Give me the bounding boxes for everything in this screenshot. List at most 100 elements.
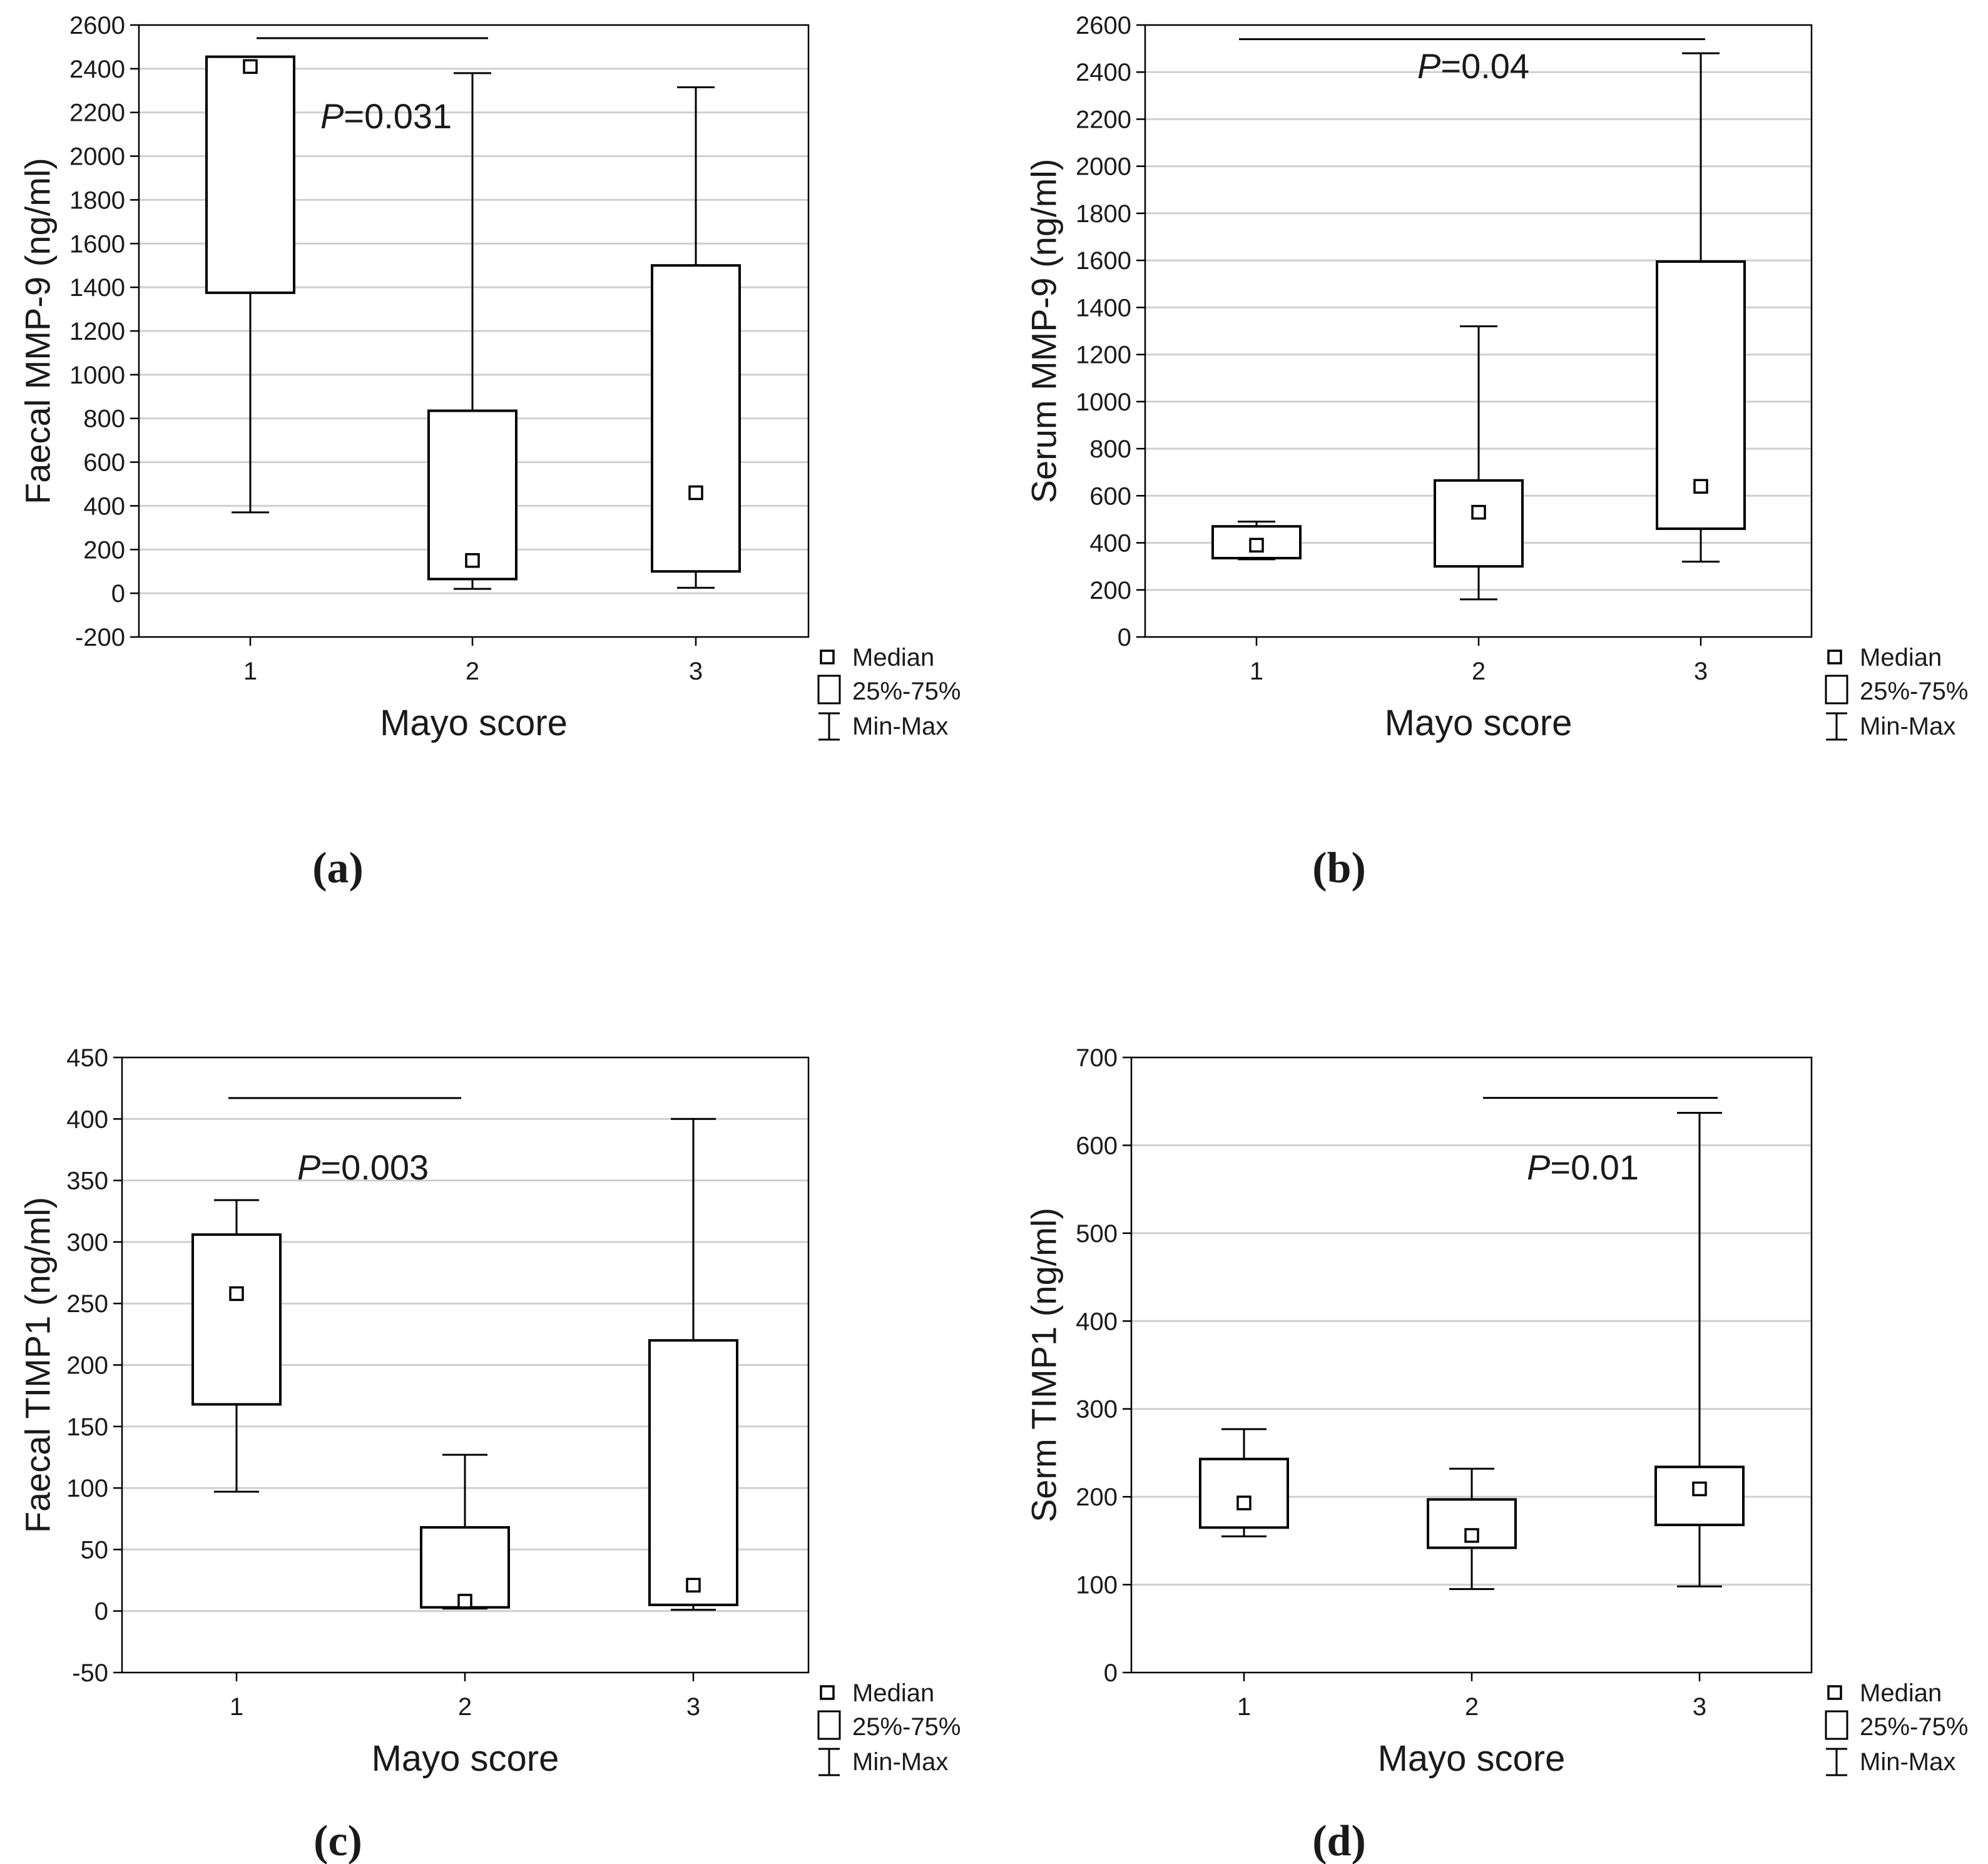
legend: Median 25%-75% Min-Max	[817, 644, 961, 741]
p-value-symbol: P	[1527, 1148, 1550, 1187]
legend-median-label: Median	[852, 1679, 934, 1707]
median-marker	[229, 1286, 244, 1301]
y-tick-label: 0	[94, 1598, 108, 1626]
y-tick-label: -50	[72, 1659, 108, 1687]
y-tick-label: 1000	[1076, 389, 1131, 416]
iqr-box	[427, 409, 517, 581]
y-tick-label: 2400	[69, 56, 125, 83]
box-plot-group	[1211, 521, 1302, 561]
median-marker	[1464, 1528, 1479, 1543]
median-marker	[1471, 504, 1486, 520]
p-value-label: P=0.01	[1527, 1148, 1639, 1187]
p-value-symbol: P	[320, 96, 344, 136]
y-tick-label: 2400	[1076, 59, 1131, 86]
y-axis-title: Serm TIMP1 (ng/ml)	[1024, 1208, 1064, 1522]
box-plot-group	[651, 86, 741, 589]
y-tick-label: 150	[66, 1413, 108, 1441]
y-tick-label: 1200	[1076, 342, 1131, 369]
median-marker	[1236, 1495, 1251, 1510]
box-plot-group	[205, 55, 295, 514]
y-tick-label: 500	[1076, 1220, 1118, 1248]
x-axis-title: Mayo score	[372, 1738, 559, 1779]
y-axis-title: Faecal TIMP1 (ng/ml)	[18, 1197, 58, 1533]
median-marker	[1693, 479, 1708, 494]
y-tick-label: 2200	[1076, 106, 1131, 133]
iqr-box	[205, 55, 295, 294]
median-marker	[465, 553, 480, 568]
panel-label: (a)	[312, 844, 364, 892]
x-axis-title: Mayo score	[1385, 703, 1573, 743]
legend-median-symbol	[1827, 649, 1842, 665]
legend-iqr-symbol	[817, 1710, 841, 1740]
x-tick-label: 2	[458, 1693, 472, 1721]
box-plot-group	[420, 1454, 510, 1610]
x-tick-label: 1	[1250, 658, 1263, 685]
legend-iqr-label: 25%-75%	[852, 1713, 961, 1741]
x-tick-label: 3	[1693, 1693, 1706, 1721]
median-marker	[1249, 537, 1264, 553]
median-marker	[686, 1577, 701, 1593]
legend: Median 25%-75% Min-Max	[1825, 644, 1968, 741]
panel-label: (d)	[1312, 1817, 1366, 1864]
box-plot-group	[1427, 1467, 1517, 1591]
y-tick-label: 300	[1076, 1396, 1118, 1423]
x-axis-title: Mayo score	[380, 703, 568, 743]
y-tick-label: 200	[1076, 1484, 1118, 1511]
legend-range-symbol	[1826, 1748, 1847, 1776]
x-tick-label: 3	[689, 658, 703, 685]
chart-panel: 0 200 400 600 800 1000 1200 1400 1600 1800 2000 220…	[1024, 12, 1969, 892]
p-value-label: P=0.003	[297, 1148, 429, 1187]
y-tick-label: 800	[1089, 435, 1131, 463]
median-marker	[243, 59, 258, 74]
chart-panel: 0 100 200 300 400 500 600 700 1 2 3 P=0.01 Serm TIMP…	[1024, 1044, 1969, 1864]
chart-panel: -200 0 200 400 600 800 1000 1200 1400 1600 1800 200…	[18, 12, 961, 892]
x-tick-label: 1	[230, 1693, 243, 1721]
box-plot-group	[427, 72, 517, 590]
legend-range-symbol	[1826, 712, 1847, 741]
y-tick-label: 600	[1089, 482, 1131, 510]
legend: Median 25%-75% Min-Max	[1825, 1679, 1968, 1776]
legend-median-symbol	[820, 1685, 835, 1700]
legend-iqr-symbol	[817, 675, 841, 705]
p-value-number: =0.04	[1440, 46, 1529, 86]
y-tick-label: 800	[83, 405, 125, 433]
legend-iqr-symbol	[1825, 675, 1848, 705]
y-tick-label: 0	[111, 580, 125, 608]
y-tick-label: 2600	[1076, 12, 1131, 39]
y-axis-title: Faecal MMP-9 (ng/ml)	[18, 158, 58, 504]
legend-range-label: Min-Max	[1860, 713, 1955, 740]
legend-range-label: Min-Max	[852, 713, 948, 740]
x-tick-label: 3	[686, 1693, 700, 1721]
legend: Median 25%-75% Min-Max	[817, 1679, 961, 1776]
y-tick-label: 100	[66, 1475, 108, 1502]
legend-median-symbol	[820, 649, 835, 665]
p-value-label: P=0.031	[320, 96, 452, 136]
panel-label: (c)	[313, 1817, 362, 1864]
y-tick-label: 400	[83, 492, 125, 520]
iqr-box	[191, 1233, 282, 1406]
y-tick-label: 200	[66, 1352, 108, 1380]
median-marker	[688, 485, 703, 501]
y-tick-label: 2200	[69, 99, 125, 127]
y-tick-label: 2000	[1076, 153, 1131, 181]
p-value-number: =0.003	[320, 1148, 429, 1187]
x-tick-label: 1	[1237, 1693, 1251, 1721]
x-tick-label: 3	[1694, 658, 1708, 685]
y-tick-label: 400	[66, 1106, 108, 1133]
legend-range-symbol	[818, 1748, 840, 1776]
median-marker	[457, 1594, 472, 1609]
p-value-number: =0.01	[1550, 1148, 1639, 1187]
panel-label: (b)	[1312, 844, 1366, 892]
legend-iqr-label: 25%-75%	[1860, 678, 1968, 705]
y-tick-label: 200	[83, 536, 125, 564]
y-tick-label: -200	[75, 624, 125, 651]
y-tick-label: 50	[81, 1536, 109, 1564]
y-tick-label: 0	[1104, 1659, 1118, 1687]
y-tick-label: 600	[1076, 1132, 1118, 1159]
y-tick-label: 450	[66, 1044, 108, 1072]
legend-range-label: Min-Max	[852, 1748, 948, 1776]
y-axis-title: Serum MMP-9 (ng/ml)	[1024, 159, 1064, 504]
y-tick-label: 400	[1076, 1308, 1118, 1335]
iqr-box	[1199, 1457, 1289, 1529]
iqr-box	[651, 264, 741, 573]
